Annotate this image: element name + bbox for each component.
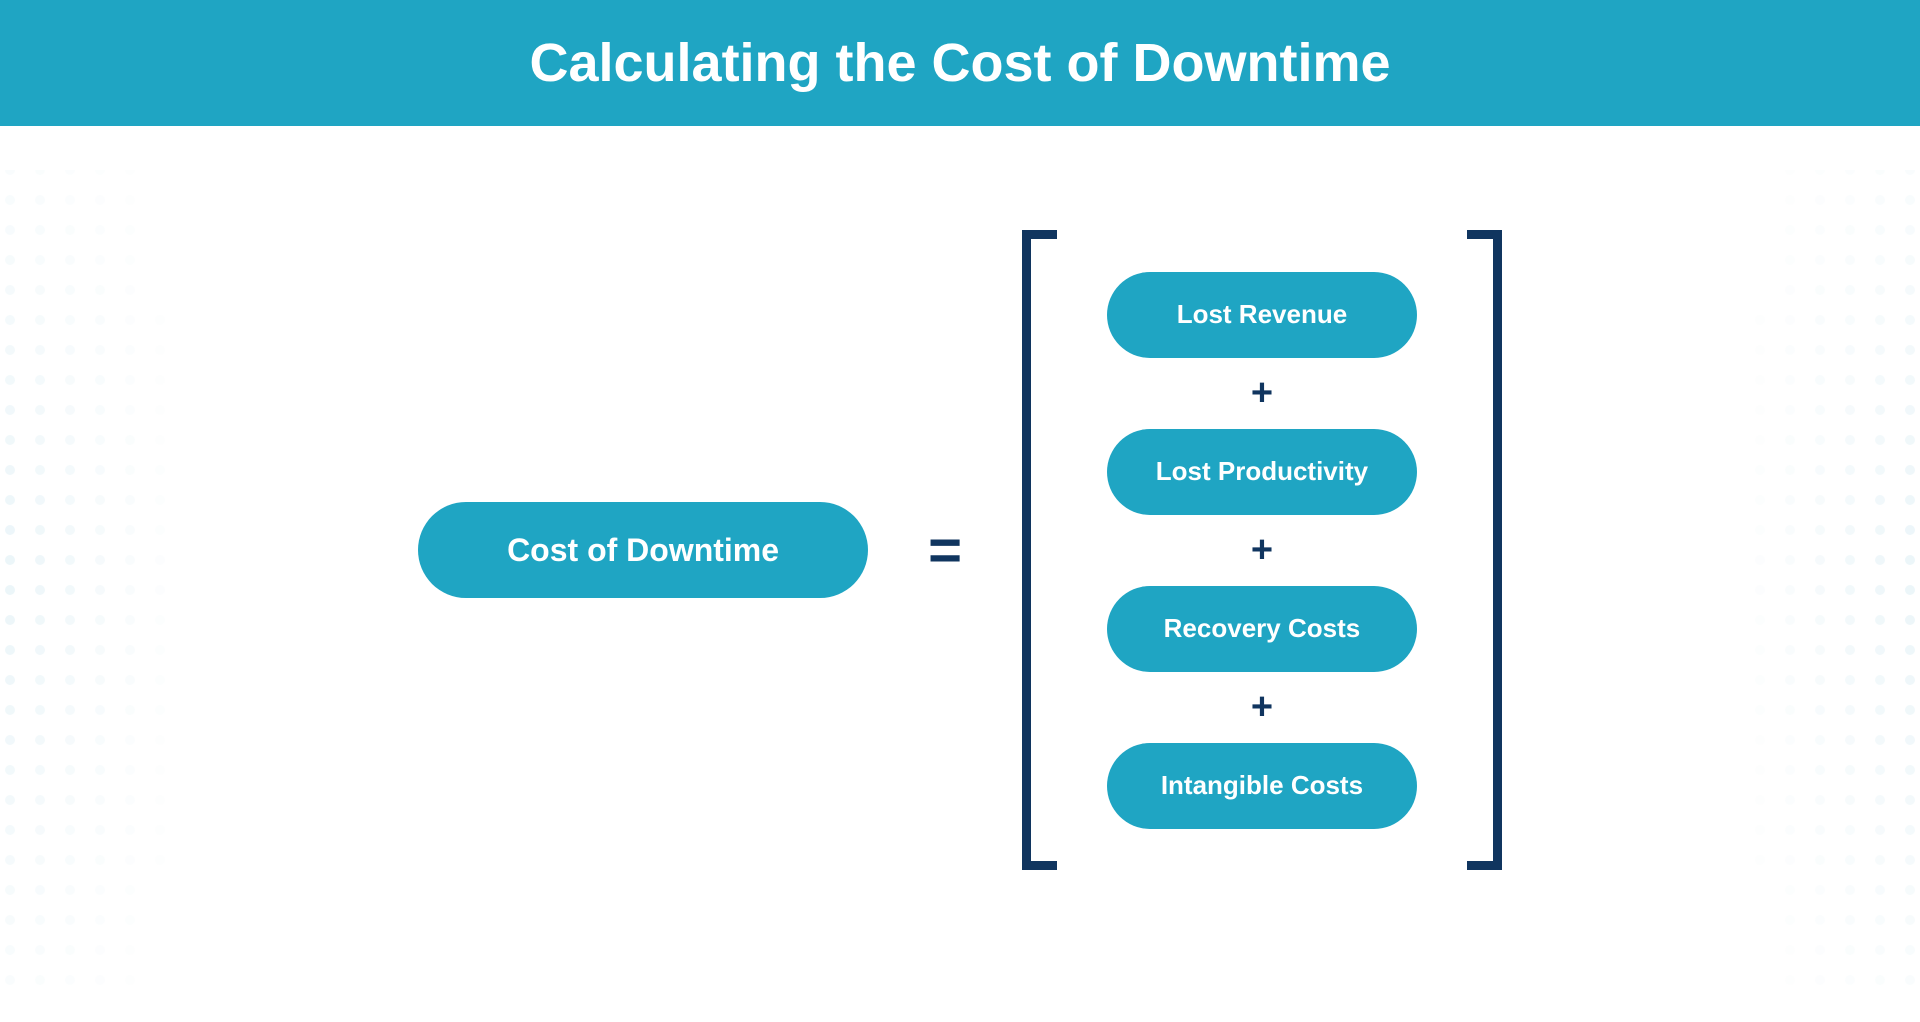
term-pill: Lost Revenue [1107, 272, 1417, 358]
plus-sign: + [1251, 372, 1273, 415]
term-label: Lost Revenue [1177, 299, 1348, 330]
term-pill: Lost Productivity [1107, 429, 1417, 515]
equation-container: Cost of Downtime = Lost Revenue + Lost Pro… [0, 170, 1920, 930]
term-label: Recovery Costs [1164, 613, 1361, 644]
equals-sign: = [928, 517, 962, 584]
terms-column: Lost Revenue + Lost Productivity + Recovery … [1077, 230, 1447, 870]
bracket-group: Lost Revenue + Lost Productivity + Recovery … [1022, 230, 1502, 870]
plus-sign: + [1251, 686, 1273, 729]
header-title: Calculating the Cost of Downtime [529, 33, 1390, 93]
term-label: Intangible Costs [1161, 770, 1363, 801]
term-pill: Recovery Costs [1107, 586, 1417, 672]
term-label: Lost Productivity [1156, 456, 1368, 487]
cost-of-downtime-label: Cost of Downtime [507, 532, 779, 569]
header-bar: Calculating the Cost of Downtime [0, 0, 1920, 126]
right-bracket [1467, 230, 1502, 870]
cost-of-downtime-pill: Cost of Downtime [418, 502, 868, 598]
left-bracket [1022, 230, 1057, 870]
term-pill: Intangible Costs [1107, 743, 1417, 829]
plus-sign: + [1251, 529, 1273, 572]
